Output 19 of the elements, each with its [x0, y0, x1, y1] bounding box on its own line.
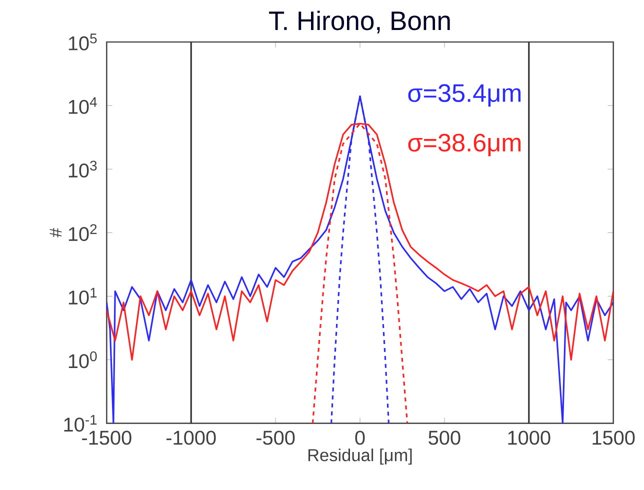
x-tick-label: 1000 [508, 430, 550, 445]
y-tick-label: 10$^{2}$ [68, 224, 97, 242]
y-tick-label: 10$^{5}$ [68, 34, 97, 50]
x-tick-label: -1500 [82, 430, 132, 445]
y-tick-label: 10$^{3}$ [68, 160, 97, 178]
series-label: σ=38.6μm [408, 134, 521, 156]
y-tick-label: 10$^{4}$ [68, 97, 97, 114]
x-tick-label: -500 [256, 430, 295, 445]
x-axis-title: Residual [μm] [308, 448, 412, 465]
y-axis-title: # [50, 228, 62, 238]
y-tick-label: 10$^{-1}$ [64, 414, 97, 432]
x-tick-label: 1500 [592, 430, 635, 445]
x-tick-label: -1000 [166, 430, 216, 445]
x-tick-label: 500 [428, 430, 460, 445]
chart-title: T. Hirono, Bonn [269, 10, 450, 34]
y-tick-label: 10$^{1}$ [68, 288, 97, 305]
x-tick-label: 0 [355, 430, 365, 445]
y-tick-label: 10$^{0}$ [68, 351, 97, 368]
series-label: σ=35.4μm [408, 84, 521, 107]
